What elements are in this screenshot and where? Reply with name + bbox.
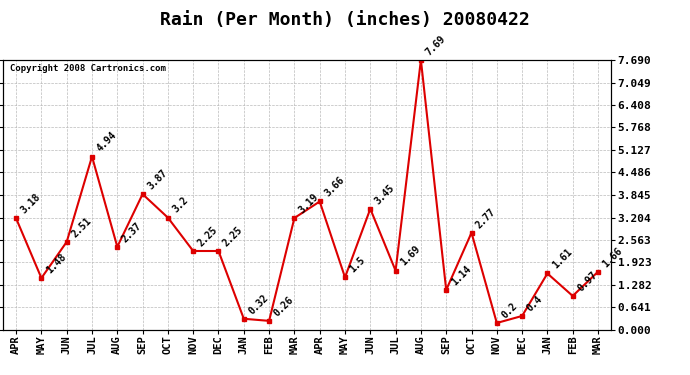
Text: 1.66: 1.66: [601, 245, 624, 269]
Text: 3.2: 3.2: [170, 195, 190, 215]
Text: 7.69: 7.69: [424, 33, 447, 57]
Text: 2.25: 2.25: [196, 225, 219, 248]
Text: 1.61: 1.61: [550, 247, 574, 271]
Text: 1.5: 1.5: [348, 255, 367, 274]
Text: 0.32: 0.32: [246, 292, 270, 316]
Text: 1.14: 1.14: [449, 264, 473, 287]
Text: 4.94: 4.94: [95, 130, 119, 154]
Text: 3.19: 3.19: [297, 192, 321, 215]
Text: 0.97: 0.97: [575, 270, 599, 293]
Text: 0.2: 0.2: [500, 301, 519, 320]
Text: 3.66: 3.66: [322, 175, 346, 199]
Text: 2.77: 2.77: [474, 206, 498, 230]
Text: 0.4: 0.4: [525, 294, 544, 313]
Text: 2.37: 2.37: [120, 220, 144, 244]
Text: 3.45: 3.45: [373, 182, 397, 206]
Text: 2.25: 2.25: [221, 225, 245, 248]
Text: 1.69: 1.69: [398, 244, 422, 268]
Text: 1.48: 1.48: [44, 252, 68, 275]
Text: 0.26: 0.26: [272, 294, 295, 318]
Text: Rain (Per Month) (inches) 20080422: Rain (Per Month) (inches) 20080422: [160, 11, 530, 29]
Text: 2.51: 2.51: [70, 215, 93, 239]
Text: 3.18: 3.18: [19, 192, 43, 216]
Text: 3.87: 3.87: [146, 168, 169, 191]
Text: Copyright 2008 Cartronics.com: Copyright 2008 Cartronics.com: [10, 64, 166, 73]
